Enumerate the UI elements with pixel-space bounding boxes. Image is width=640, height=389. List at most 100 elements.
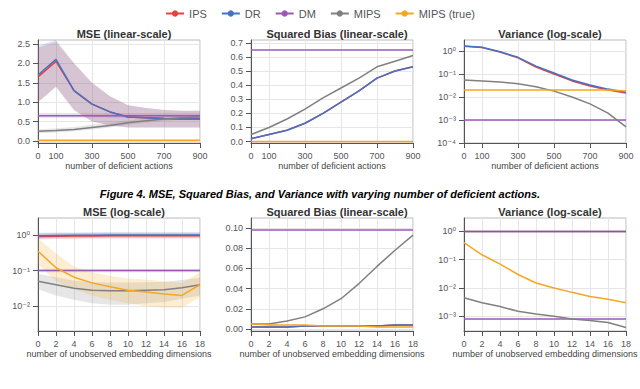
svg-text:18: 18: [621, 339, 631, 349]
svg-text:300: 300: [84, 151, 99, 161]
svg-text:0.2: 0.2: [230, 108, 243, 118]
svg-text:1.0: 1.0: [17, 97, 30, 107]
svg-text:900: 900: [618, 151, 633, 161]
svg-text:number of unobserved embedding: number of unobserved embedding dimension…: [26, 349, 212, 359]
svg-text:16: 16: [603, 339, 613, 349]
svg-text:number of deficient actions: number of deficient actions: [278, 161, 386, 171]
svg-text:2: 2: [479, 339, 484, 349]
svg-text:18: 18: [408, 339, 418, 349]
svg-text:0.3: 0.3: [230, 94, 243, 104]
svg-text:Variance (log-scale): Variance (log-scale): [498, 206, 602, 218]
svg-text:0.06: 0.06: [225, 263, 243, 273]
svg-text:0: 0: [248, 339, 253, 349]
svg-text:16: 16: [390, 339, 400, 349]
svg-text:6: 6: [302, 339, 307, 349]
svg-text:0: 0: [248, 151, 253, 161]
svg-text:8: 8: [320, 339, 325, 349]
svg-text:4: 4: [497, 339, 502, 349]
svg-text:12: 12: [354, 339, 364, 349]
svg-text:10⁻²: 10⁻²: [438, 92, 456, 102]
svg-text:10⁰: 10⁰: [16, 230, 30, 240]
svg-text:number of unobserved embedding: number of unobserved embedding dimension…: [239, 349, 425, 359]
svg-text:2.0: 2.0: [17, 58, 30, 68]
svg-text:10⁻³: 10⁻³: [438, 311, 456, 321]
svg-text:2: 2: [266, 339, 271, 349]
svg-text:.: .: [537, 188, 540, 200]
svg-text:10⁻¹: 10⁻¹: [438, 69, 456, 79]
svg-text:700: 700: [369, 151, 384, 161]
svg-text:Squared Bias (linear-scale): Squared Bias (linear-scale): [266, 206, 408, 218]
svg-text:100: 100: [474, 151, 489, 161]
svg-text:MIPS: MIPS: [354, 8, 381, 20]
svg-text:Variance (log-scale): Variance (log-scale): [498, 28, 602, 40]
svg-text:10: 10: [549, 339, 559, 349]
svg-text:10⁻¹: 10⁻¹: [12, 266, 30, 276]
svg-text:12: 12: [141, 339, 151, 349]
svg-text:0.1: 0.1: [230, 122, 243, 132]
svg-text:10⁰: 10⁰: [442, 46, 456, 56]
svg-text:900: 900: [192, 151, 207, 161]
svg-text:0: 0: [461, 339, 466, 349]
svg-text:0.08: 0.08: [225, 243, 243, 253]
svg-text:10⁻²: 10⁻²: [438, 283, 456, 293]
svg-text:500: 500: [120, 151, 135, 161]
svg-text:0.0: 0.0: [230, 137, 243, 147]
svg-text:0.0: 0.0: [17, 136, 30, 146]
svg-text:2: 2: [53, 339, 58, 349]
svg-text:100: 100: [261, 151, 276, 161]
svg-text:MSE (linear-scale): MSE (linear-scale): [77, 28, 172, 40]
svg-text:10⁻⁴: 10⁻⁴: [437, 138, 456, 148]
svg-text:16: 16: [177, 339, 187, 349]
svg-text:4: 4: [71, 339, 76, 349]
svg-text:10⁻³: 10⁻³: [438, 115, 456, 125]
svg-text:number of deficient actions: number of deficient actions: [65, 161, 173, 171]
svg-text:Squared Bias (linear-scale): Squared Bias (linear-scale): [266, 28, 408, 40]
svg-text:0: 0: [35, 151, 40, 161]
svg-text:IPS: IPS: [189, 8, 207, 20]
svg-text:0.7: 0.7: [230, 38, 243, 48]
svg-text:DR: DR: [245, 8, 261, 20]
svg-text:12: 12: [567, 339, 577, 349]
svg-text:0.5: 0.5: [230, 66, 243, 76]
svg-text:0.04: 0.04: [225, 284, 243, 294]
svg-text:300: 300: [297, 151, 312, 161]
svg-text:1.5: 1.5: [17, 78, 30, 88]
svg-text:8: 8: [533, 339, 538, 349]
svg-text:Figure 4. MSE, Squared Bias, a: Figure 4. MSE, Squared Bias, and Varianc…: [100, 188, 351, 200]
svg-text:0: 0: [35, 339, 40, 349]
svg-text:varying number of deficient ac: varying number of deficient actions: [351, 188, 537, 200]
svg-text:0.02: 0.02: [225, 304, 243, 314]
svg-text:6: 6: [89, 339, 94, 349]
svg-text:0: 0: [461, 151, 466, 161]
svg-text:0.00: 0.00: [225, 324, 243, 334]
svg-text:2.5: 2.5: [17, 39, 30, 49]
svg-text:300: 300: [510, 151, 525, 161]
svg-text:number of unobserved embedding: number of unobserved embedding dimension…: [452, 349, 638, 359]
svg-text:10⁻²: 10⁻²: [12, 301, 30, 311]
svg-text:14: 14: [372, 339, 382, 349]
svg-text:500: 500: [546, 151, 561, 161]
svg-text:14: 14: [159, 339, 169, 349]
svg-text:900: 900: [405, 151, 420, 161]
svg-text:DM: DM: [299, 8, 316, 20]
svg-text:700: 700: [582, 151, 597, 161]
svg-text:10: 10: [336, 339, 346, 349]
svg-text:14: 14: [585, 339, 595, 349]
svg-text:number of deficient actions: number of deficient actions: [491, 161, 599, 171]
svg-text:MSE (log-scale): MSE (log-scale): [83, 206, 165, 218]
svg-text:0.4: 0.4: [230, 80, 243, 90]
svg-text:10: 10: [123, 339, 133, 349]
svg-text:8: 8: [107, 339, 112, 349]
svg-text:4: 4: [284, 339, 289, 349]
svg-text:0.6: 0.6: [230, 52, 243, 62]
svg-text:0.5: 0.5: [17, 117, 30, 127]
svg-text:10⁰: 10⁰: [442, 226, 456, 236]
svg-text:10⁻¹: 10⁻¹: [438, 255, 456, 265]
svg-text:6: 6: [515, 339, 520, 349]
svg-text:MIPS (true): MIPS (true): [419, 8, 475, 20]
svg-text:100: 100: [48, 151, 63, 161]
svg-text:700: 700: [156, 151, 171, 161]
svg-text:500: 500: [333, 151, 348, 161]
svg-text:0.10: 0.10: [225, 223, 243, 233]
svg-text:18: 18: [195, 339, 205, 349]
